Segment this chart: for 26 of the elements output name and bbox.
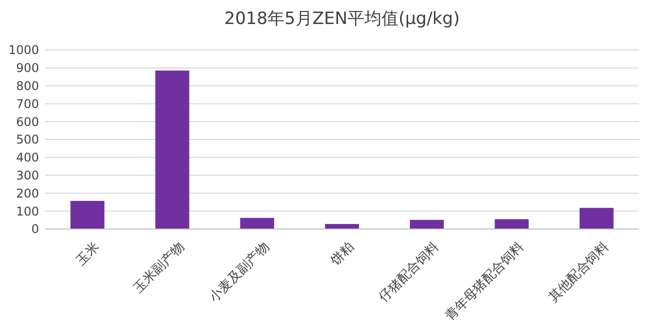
y-tick-label: 300 bbox=[16, 168, 39, 182]
x-tick-label: 其他配合饲料 bbox=[546, 240, 612, 306]
bar bbox=[155, 70, 190, 229]
y-tick-label: 400 bbox=[16, 150, 39, 165]
y-tick-label: 900 bbox=[16, 61, 39, 76]
bar bbox=[580, 208, 614, 229]
y-tick-label: 200 bbox=[16, 186, 39, 200]
y-tick-label: 800 bbox=[16, 79, 39, 93]
y-tick-label: 100 bbox=[16, 204, 39, 218]
y-tick-label: 500 bbox=[16, 132, 39, 147]
x-tick-label: 玉米副产物 bbox=[130, 240, 188, 296]
x-tick-label: 小麦及副产物 bbox=[206, 240, 272, 306]
y-tick-label: 600 bbox=[16, 114, 39, 129]
bar bbox=[325, 224, 359, 229]
x-tick-label: 仔猪配合饲料 bbox=[376, 240, 442, 306]
bar bbox=[494, 219, 529, 229]
y-tick-label: 700 bbox=[16, 96, 39, 111]
bar bbox=[240, 218, 274, 229]
bar bbox=[70, 200, 104, 229]
bar bbox=[410, 220, 444, 229]
x-tick-label: 饼粕 bbox=[328, 240, 358, 270]
x-tick-label: 玉米 bbox=[74, 240, 103, 269]
x-tick-label: 青年母猪配合饲料 bbox=[442, 240, 527, 324]
chart-title: 2018年5月ZEN平均值(μg/kg) bbox=[224, 9, 460, 29]
y-tick-label: 1000 bbox=[8, 43, 39, 58]
y-tick-label: 0 bbox=[31, 222, 39, 236]
